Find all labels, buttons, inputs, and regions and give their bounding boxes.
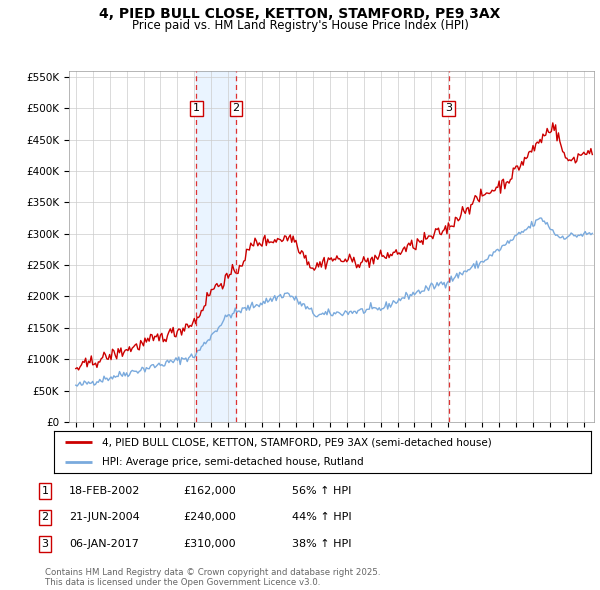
- Text: 18-FEB-2002: 18-FEB-2002: [69, 486, 140, 496]
- Text: 38% ↑ HPI: 38% ↑ HPI: [292, 539, 352, 549]
- Text: Price paid vs. HM Land Registry's House Price Index (HPI): Price paid vs. HM Land Registry's House …: [131, 19, 469, 32]
- Text: 56% ↑ HPI: 56% ↑ HPI: [292, 486, 352, 496]
- Text: 1: 1: [41, 486, 49, 496]
- Text: £162,000: £162,000: [183, 486, 236, 496]
- Text: 2: 2: [233, 103, 240, 113]
- Text: Contains HM Land Registry data © Crown copyright and database right 2025.
This d: Contains HM Land Registry data © Crown c…: [45, 568, 380, 587]
- Text: 3: 3: [41, 539, 49, 549]
- Text: 4, PIED BULL CLOSE, KETTON, STAMFORD, PE9 3AX: 4, PIED BULL CLOSE, KETTON, STAMFORD, PE…: [100, 7, 500, 21]
- Text: HPI: Average price, semi-detached house, Rutland: HPI: Average price, semi-detached house,…: [103, 457, 364, 467]
- Bar: [196, 71, 236, 422]
- Text: 2: 2: [41, 513, 49, 522]
- Text: 4, PIED BULL CLOSE, KETTON, STAMFORD, PE9 3AX (semi-detached house): 4, PIED BULL CLOSE, KETTON, STAMFORD, PE…: [103, 437, 492, 447]
- Text: 21-JUN-2004: 21-JUN-2004: [69, 513, 140, 522]
- Text: £240,000: £240,000: [183, 513, 236, 522]
- Text: 06-JAN-2017: 06-JAN-2017: [69, 539, 139, 549]
- Text: £310,000: £310,000: [183, 539, 236, 549]
- Text: 3: 3: [445, 103, 452, 113]
- Text: 44% ↑ HPI: 44% ↑ HPI: [292, 513, 352, 522]
- Text: 1: 1: [193, 103, 200, 113]
